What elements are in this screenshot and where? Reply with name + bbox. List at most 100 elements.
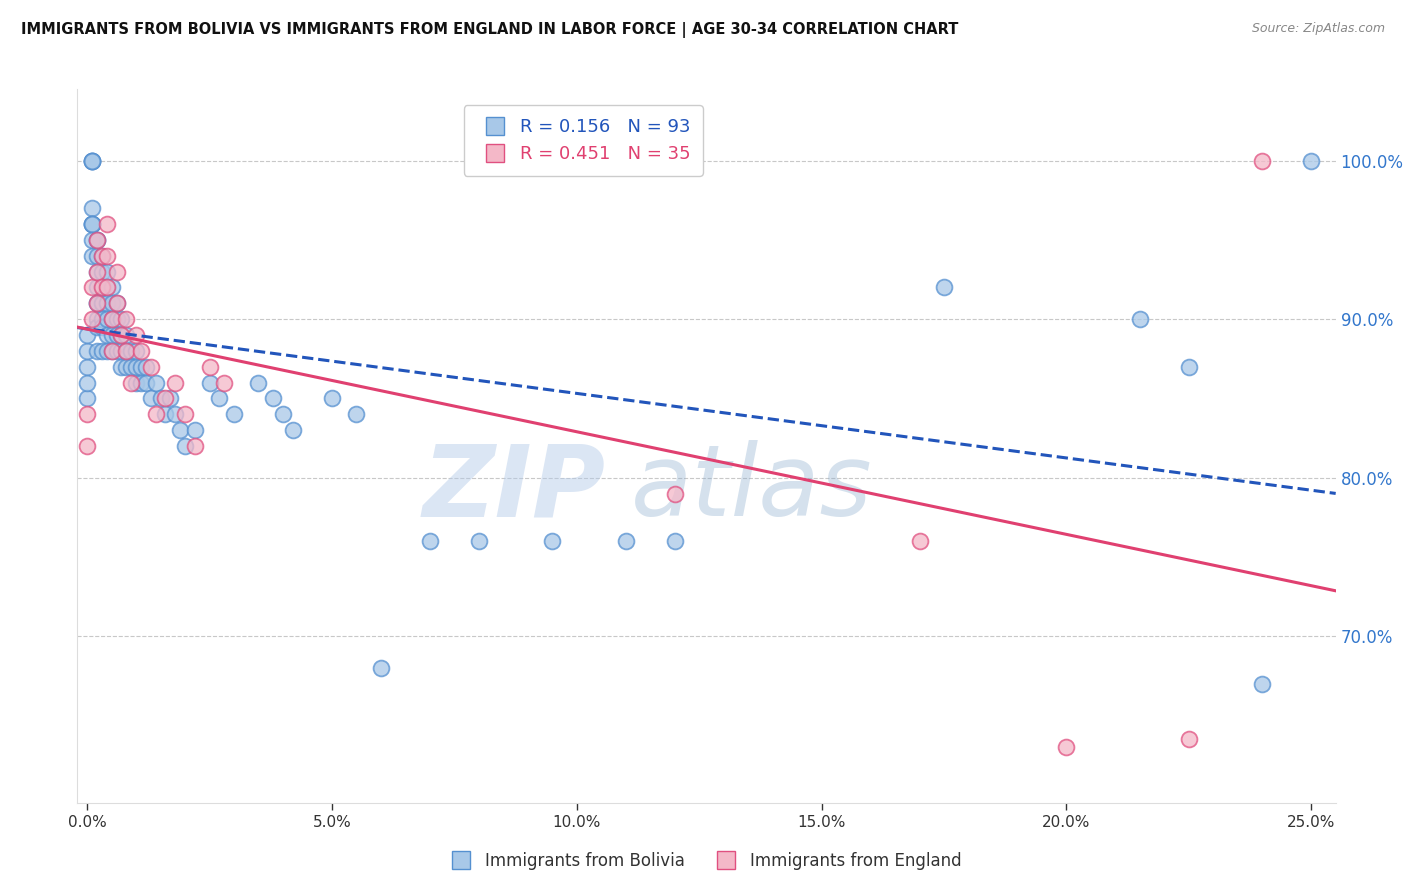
- Point: [149, 392, 172, 406]
- Point: [86, 280, 108, 294]
- Point: [198, 359, 221, 374]
- Point: [90, 343, 112, 358]
- Point: [105, 328, 128, 343]
- Point: [86, 233, 108, 247]
- Point: [76, 407, 98, 421]
- Point: [86, 296, 108, 310]
- Point: [145, 376, 167, 390]
- Text: IMMIGRANTS FROM BOLIVIA VS IMMIGRANTS FROM ENGLAND IN LABOR FORCE | AGE 30-34 CO: IMMIGRANTS FROM BOLIVIA VS IMMIGRANTS FR…: [21, 22, 959, 38]
- Point: [145, 407, 167, 421]
- Legend: R = 0.156   N = 93, R = 0.451   N = 35: R = 0.156 N = 93, R = 0.451 N = 35: [464, 105, 703, 176]
- Point: [468, 534, 491, 549]
- Point: [247, 376, 270, 390]
- Point: [165, 407, 187, 421]
- Point: [96, 249, 118, 263]
- Point: [1178, 359, 1201, 374]
- Point: [96, 328, 118, 343]
- Point: [96, 296, 118, 310]
- Point: [165, 376, 187, 390]
- Point: [86, 343, 108, 358]
- Point: [908, 534, 931, 549]
- Point: [96, 217, 118, 231]
- Point: [184, 423, 207, 437]
- Point: [139, 392, 162, 406]
- Point: [281, 423, 304, 437]
- Point: [105, 296, 128, 310]
- Point: [76, 376, 98, 390]
- Point: [80, 201, 103, 215]
- Point: [100, 312, 122, 326]
- Point: [271, 407, 294, 421]
- Point: [96, 280, 118, 294]
- Point: [90, 280, 112, 294]
- Point: [100, 328, 122, 343]
- Point: [321, 392, 343, 406]
- Point: [1251, 153, 1274, 168]
- Point: [125, 359, 148, 374]
- Point: [86, 264, 108, 278]
- Point: [115, 343, 138, 358]
- Point: [110, 328, 132, 343]
- Point: [541, 534, 564, 549]
- Point: [90, 320, 112, 334]
- Point: [159, 392, 181, 406]
- Point: [80, 153, 103, 168]
- Point: [86, 264, 108, 278]
- Point: [174, 407, 197, 421]
- Point: [932, 280, 955, 294]
- Point: [80, 249, 103, 263]
- Point: [184, 439, 207, 453]
- Point: [100, 343, 122, 358]
- Point: [90, 264, 112, 278]
- Point: [155, 392, 177, 406]
- Point: [100, 280, 122, 294]
- Point: [125, 376, 148, 390]
- Point: [262, 392, 284, 406]
- Point: [614, 534, 637, 549]
- Point: [80, 217, 103, 231]
- Text: ZIP: ZIP: [423, 441, 606, 537]
- Point: [1251, 677, 1274, 691]
- Point: [129, 376, 152, 390]
- Point: [110, 343, 132, 358]
- Point: [96, 312, 118, 326]
- Point: [125, 328, 148, 343]
- Point: [90, 249, 112, 263]
- Point: [129, 359, 152, 374]
- Point: [96, 264, 118, 278]
- Point: [100, 296, 122, 310]
- Point: [1301, 153, 1323, 168]
- Point: [212, 376, 235, 390]
- Text: Source: ZipAtlas.com: Source: ZipAtlas.com: [1251, 22, 1385, 36]
- Point: [135, 359, 157, 374]
- Legend: Immigrants from Bolivia, Immigrants from England: Immigrants from Bolivia, Immigrants from…: [439, 846, 967, 877]
- Point: [1129, 312, 1152, 326]
- Point: [86, 233, 108, 247]
- Point: [76, 359, 98, 374]
- Point: [222, 407, 245, 421]
- Point: [110, 359, 132, 374]
- Point: [129, 343, 152, 358]
- Point: [96, 280, 118, 294]
- Point: [419, 534, 441, 549]
- Point: [135, 376, 157, 390]
- Point: [100, 343, 122, 358]
- Point: [208, 392, 231, 406]
- Point: [120, 359, 142, 374]
- Point: [155, 407, 177, 421]
- Point: [664, 486, 686, 500]
- Point: [76, 439, 98, 453]
- Point: [86, 249, 108, 263]
- Point: [90, 280, 112, 294]
- Point: [80, 312, 103, 326]
- Point: [1178, 732, 1201, 747]
- Point: [76, 392, 98, 406]
- Point: [370, 661, 392, 675]
- Point: [198, 376, 221, 390]
- Point: [86, 296, 108, 310]
- Point: [139, 359, 162, 374]
- Text: atlas: atlas: [631, 441, 873, 537]
- Point: [96, 343, 118, 358]
- Point: [120, 376, 142, 390]
- Point: [80, 153, 103, 168]
